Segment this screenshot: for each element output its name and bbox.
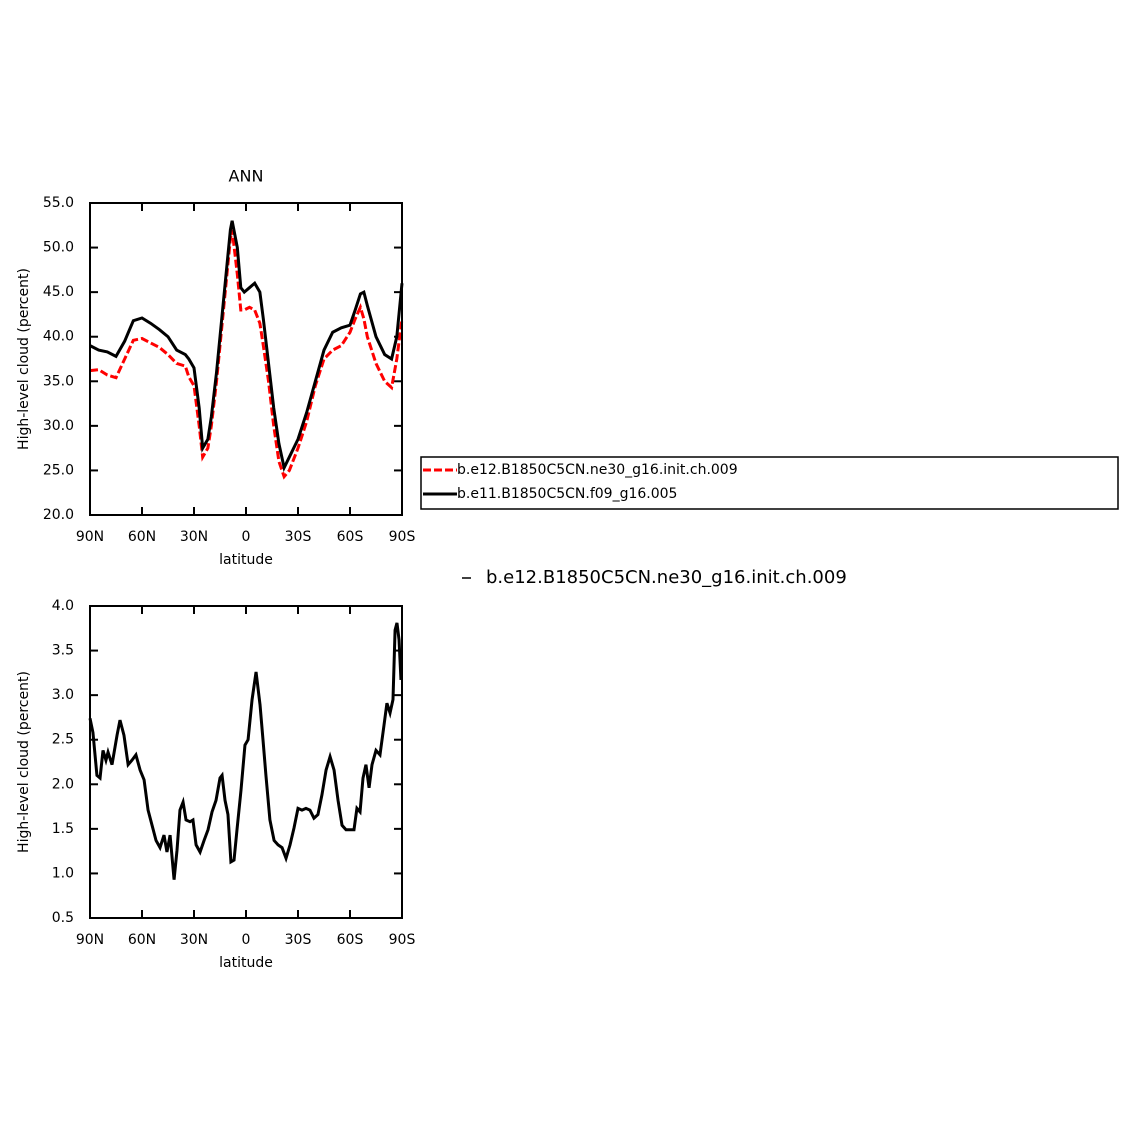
y-tick-label: 20.0 — [43, 507, 74, 523]
x-axis-label: latitude — [219, 955, 273, 971]
y-tick-label: 4.0 — [52, 598, 74, 614]
legend-label: b.e12.B1850C5CN.ne30_g16.init.ch.009 — [486, 567, 847, 588]
x-tick-label: 60N — [128, 932, 156, 948]
x-tick-label: 30N — [180, 932, 208, 948]
x-tick-label: 90N — [76, 529, 104, 545]
y-tick-label: 0.5 — [52, 910, 74, 926]
legend-label: b.e11.B1850C5CN.f09_g16.005 — [457, 486, 677, 502]
chart-title: ANN — [229, 167, 264, 186]
y-tick-label: 35.0 — [43, 373, 74, 389]
legend-box — [420, 456, 1119, 510]
y-tick-label: 55.0 — [43, 195, 74, 211]
data-line — [89, 220, 404, 473]
x-tick-label: 90S — [389, 529, 416, 545]
y-tick-label: 1.5 — [52, 821, 74, 837]
x-tick-label: 90N — [76, 932, 104, 948]
x-tick-label: 60S — [337, 932, 364, 948]
x-tick-label: 30S — [285, 529, 312, 545]
y-tick-label: 2.0 — [52, 776, 74, 792]
plot-frame — [89, 202, 403, 516]
x-tick-label: 0 — [242, 932, 251, 948]
x-tick-label: 30N — [180, 529, 208, 545]
y-tick-label: 40.0 — [43, 329, 74, 345]
x-tick-label: 60S — [337, 529, 364, 545]
y-tick-label: 45.0 — [43, 284, 74, 300]
y-tick-label: 1.0 — [52, 865, 74, 881]
y-axis-label: High-level cloud (percent) — [16, 671, 32, 853]
y-tick-label: 2.5 — [52, 732, 74, 748]
data-line — [88, 622, 403, 880]
x-tick-label: 30S — [285, 932, 312, 948]
y-tick-label: 50.0 — [43, 240, 74, 256]
y-tick-label: 3.5 — [52, 643, 74, 659]
plot-frame — [89, 605, 403, 919]
y-tick-label: 25.0 — [43, 462, 74, 478]
y-tick-label: 3.0 — [52, 687, 74, 703]
y-tick-label: 30.0 — [43, 418, 74, 434]
x-tick-label: 0 — [242, 529, 251, 545]
data-line — [89, 229, 404, 480]
x-tick-label: 90S — [389, 932, 416, 948]
y-axis-label: High-level cloud (percent) — [16, 268, 32, 450]
x-tick-label: 60N — [128, 529, 156, 545]
legend-label: b.e12.B1850C5CN.ne30_g16.init.ch.009 — [457, 462, 738, 478]
x-axis-label: latitude — [219, 552, 273, 568]
